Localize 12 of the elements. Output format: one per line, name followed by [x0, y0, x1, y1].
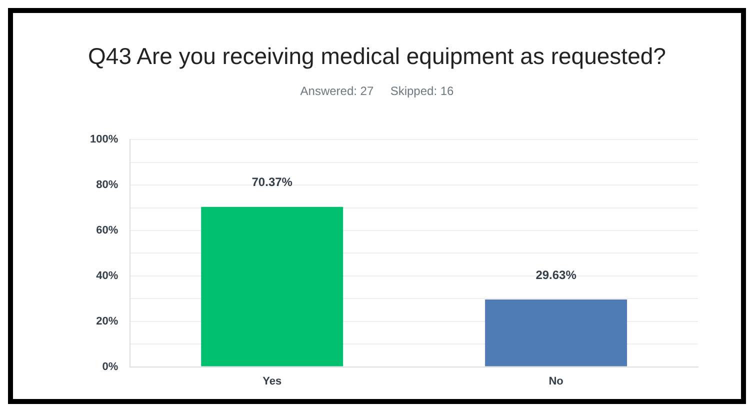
data-label: 70.37% [252, 175, 293, 190]
y-tick-label: 100% [90, 134, 118, 146]
y-tick-label: 80% [96, 179, 118, 192]
y-tick-label: 20% [96, 315, 118, 328]
chart-subtitle: Answered: 27 Skipped: 16 [299, 84, 455, 98]
chart-title: Q43 Are you receiving medical equipment as requested? [87, 43, 667, 70]
x-tick-label: Yes [262, 375, 282, 388]
y-tick-label: 0% [102, 360, 118, 373]
x-tick-label: No [548, 375, 564, 388]
y-tick-label: 60% [96, 224, 118, 237]
y-tick-label: 40% [96, 270, 118, 282]
data-label: 29.63% [536, 268, 577, 282]
